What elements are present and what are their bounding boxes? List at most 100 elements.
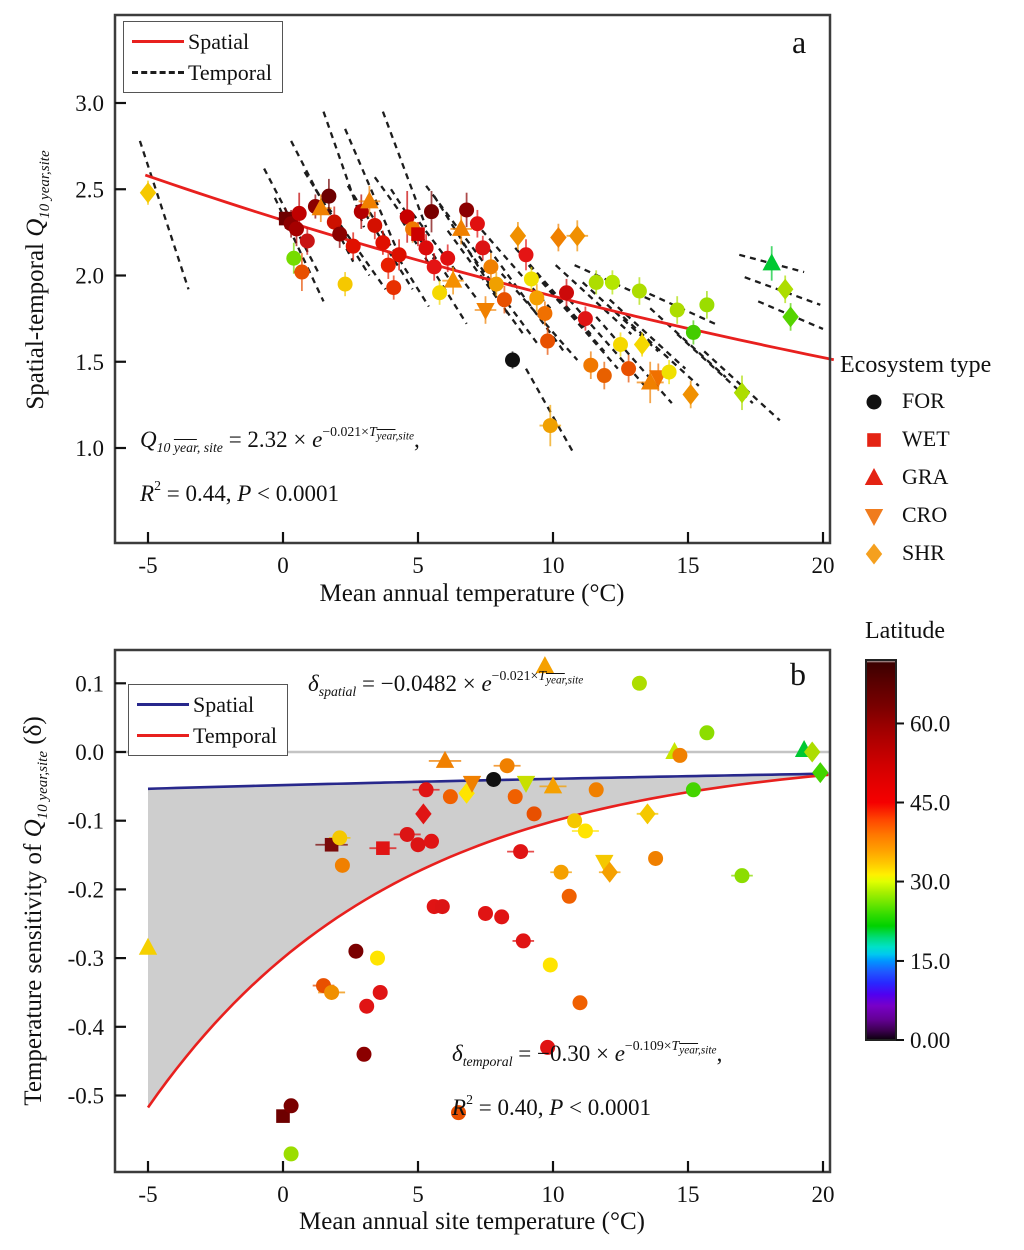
spatial-temporal-band — [148, 773, 829, 1108]
scatter-point-b — [631, 675, 647, 691]
scatter-point-b — [516, 775, 536, 793]
scatter-point-a — [782, 306, 799, 328]
x-tick-label: 20 — [812, 1182, 835, 1207]
panel-b-temporal-equation-line1: δtemporal = −0.30 × e−0.109×Tyear,site, — [452, 1038, 723, 1069]
scatter-point-a — [529, 290, 545, 306]
scatter-point-a — [294, 264, 310, 280]
x-tick-label: 20 — [812, 553, 835, 578]
panel-b-frame — [113, 648, 832, 1174]
scatter-point-a — [488, 276, 504, 292]
scatter-point-b — [410, 837, 426, 853]
scatter-point-a — [661, 364, 677, 380]
scatter-point-b — [540, 1039, 556, 1055]
scatter-point-b — [648, 850, 664, 866]
scatter-point-b — [804, 741, 821, 763]
scatter-point-b — [434, 899, 450, 915]
scatter-point-a — [777, 278, 794, 300]
scatter-point-a — [386, 280, 402, 296]
y-tick-label: 0.0 — [75, 740, 104, 765]
y-tick-label: 2.5 — [75, 177, 104, 202]
scatter-point-a — [621, 361, 637, 377]
scatter-point-a — [432, 285, 448, 301]
panel-b-legend-temporal: Temporal — [137, 720, 277, 751]
scatter-point-a — [475, 240, 491, 256]
scatter-point-a — [537, 305, 553, 321]
x-tick-label: 10 — [542, 1182, 565, 1207]
temporal-line-sample — [132, 71, 184, 74]
colorbar-tick-label: 0.00 — [910, 1028, 950, 1053]
panel-a-frame — [113, 13, 832, 545]
temporal-fit-segment — [744, 276, 821, 306]
temporal-fit-segment — [425, 185, 492, 273]
y-tick-label: 1.0 — [75, 436, 104, 461]
scatter-point-a — [505, 352, 520, 368]
scatter-point-b — [348, 943, 364, 959]
scatter-point-b — [595, 854, 614, 872]
scatter-point-a — [311, 198, 330, 216]
colorbar-tick-label: 45.0 — [910, 791, 950, 816]
ecosystem-legend-label-for: FOR — [902, 388, 945, 413]
scatter-point-a — [443, 270, 463, 288]
shr-marker-icon — [865, 543, 883, 565]
temporal-line-sample — [137, 734, 189, 737]
x-tick-label: 5 — [412, 553, 424, 578]
panel-a-legend: Spatial Temporal — [123, 21, 283, 93]
scatter-point-a — [509, 225, 527, 247]
panel-b-letter: b — [790, 656, 806, 692]
scatter-point-b — [138, 937, 158, 955]
scatter-point-a — [550, 227, 567, 249]
scatter-point-b — [513, 844, 529, 860]
panel-a-plot: -5 0 5 10 15 20 1.0 1.5 2.0 2.5 3.0 — [75, 13, 835, 578]
scatter-point-b — [356, 1046, 372, 1062]
y-tick-label: 0.1 — [75, 671, 104, 696]
scatter-point-a — [291, 205, 307, 221]
scatter-point-a — [380, 257, 396, 273]
colorbar-title: Latitude — [865, 618, 945, 644]
scatter-point-b — [424, 833, 439, 849]
temporal-fit-segment — [638, 288, 716, 325]
panel-a-legend-temporal-label: Temporal — [188, 59, 272, 85]
scatter-point-a — [577, 311, 593, 327]
ecosystem-legend-glyphs — [864, 394, 884, 565]
x-tick-label: 15 — [677, 1182, 700, 1207]
temporal-fit-segment — [541, 281, 619, 370]
colorbar-tick-label: 30.0 — [910, 870, 950, 895]
panel-b-plot: -5 0 5 10 15 20 0.1 0.0 -0.1 -0.2 -0.3 -0.4 -0.5 — [68, 648, 835, 1207]
scatter-point-a — [426, 259, 442, 275]
temporal-fit-segment — [514, 247, 592, 335]
scatter-point-a — [685, 324, 701, 340]
x-tick-label: 0 — [277, 553, 289, 578]
temporal-fit-segment — [363, 202, 430, 308]
scatter-point-a — [588, 274, 604, 290]
latitude-colorbar: 60.0 45.0 30.0 15.0 0.00 — [865, 659, 950, 1053]
scatter-point-b — [478, 905, 493, 921]
colorbar-tick-label: 60.0 — [910, 711, 950, 736]
scatter-point-a — [631, 283, 647, 299]
scatter-point-a — [604, 274, 620, 290]
scatter-point-b — [543, 776, 563, 794]
scatter-point-b — [685, 782, 701, 798]
scatter-point-b — [276, 1109, 290, 1123]
scatter-point-a — [641, 372, 660, 390]
scatter-point-b — [359, 998, 375, 1014]
y-tick-label: 2.0 — [75, 264, 104, 289]
y-tick-label: -0.1 — [68, 809, 104, 834]
scatter-point-a — [424, 204, 439, 220]
scatter-point-b — [451, 1105, 466, 1121]
ecosystem-legend-label-wet: WET — [902, 426, 950, 451]
scatter-point-a — [440, 250, 456, 266]
scatter-point-a — [375, 235, 391, 251]
panel-b-legend-temporal-label: Temporal — [193, 722, 277, 748]
temporal-fit-segment — [527, 264, 606, 353]
temporal-fit-segment — [411, 212, 479, 301]
scatter-point-b — [435, 750, 455, 768]
temporal-fit-segment — [138, 140, 190, 290]
scatter-point-a — [345, 238, 361, 254]
scatter-point-b — [418, 782, 434, 798]
scatter-point-a — [583, 357, 599, 373]
ecosystem-legend-label-cro: CRO — [902, 502, 948, 527]
panel-b-legend-spatial-label: Spatial — [193, 691, 255, 717]
x-tick-label: 0 — [277, 1182, 289, 1207]
